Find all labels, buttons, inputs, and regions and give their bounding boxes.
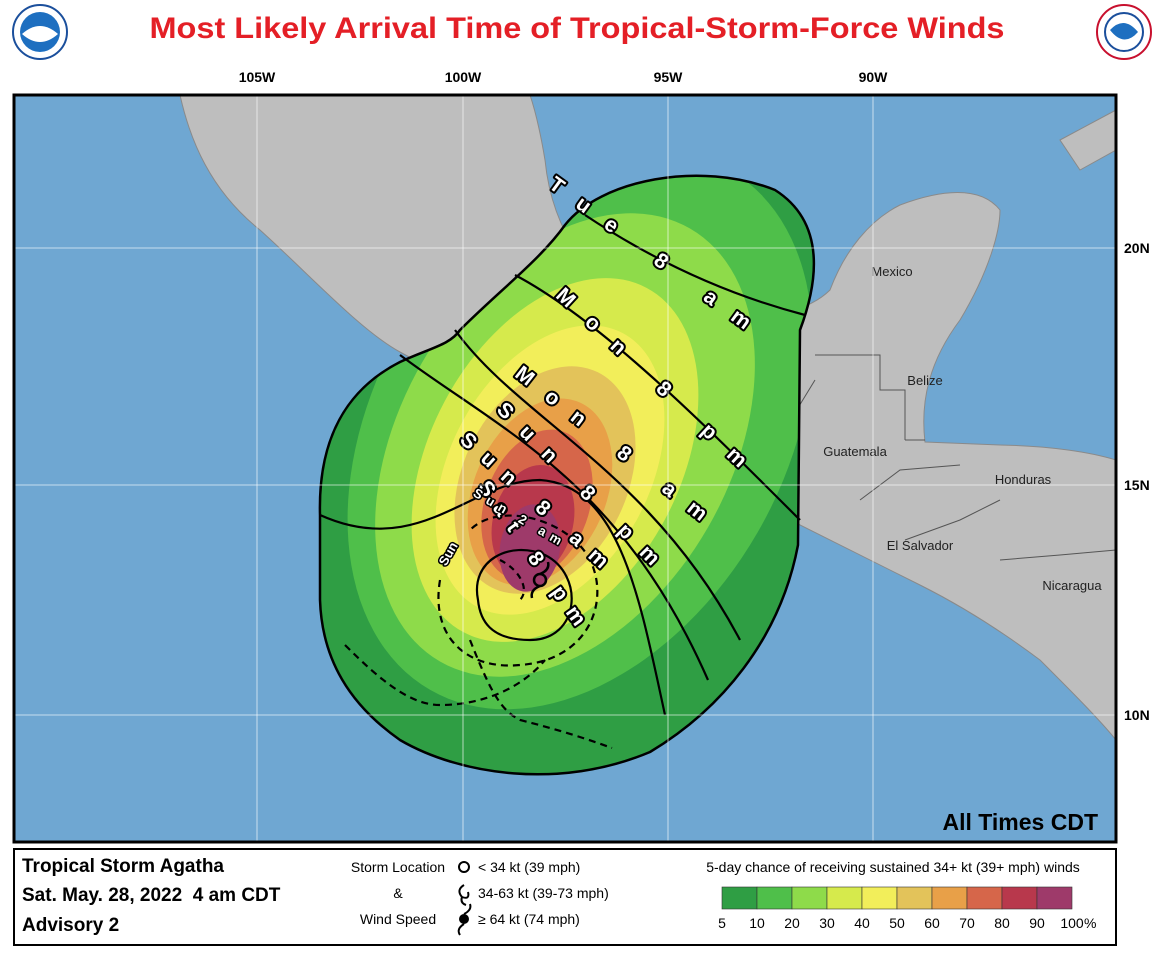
scale-label: 40 xyxy=(854,915,870,931)
scale-swatch xyxy=(1036,886,1073,910)
scale-label: 100 xyxy=(1060,915,1084,931)
location-title: Wind Speed xyxy=(360,911,436,927)
arrival-contour-dashed xyxy=(468,639,613,750)
latitude-label: 20N xyxy=(1124,240,1150,256)
longitude-label: 100W xyxy=(445,69,482,85)
noaa-logo xyxy=(12,4,68,60)
place-label: Mexico xyxy=(871,264,912,279)
arrival-contour xyxy=(319,478,667,716)
scale-label: 5 xyxy=(718,915,726,931)
time-note: All Times CDT xyxy=(943,809,1099,835)
location-item: 34-63 kt (39-73 mph) xyxy=(478,885,609,901)
symbol-hurricane xyxy=(457,903,472,936)
scale-label: 50 xyxy=(889,915,905,931)
arrival-contour-dashed xyxy=(344,644,546,707)
scale-swatch xyxy=(896,886,933,910)
scale-swatch xyxy=(966,886,1003,910)
land xyxy=(1059,109,1116,171)
place-label: El Salvador xyxy=(887,538,954,553)
scale-label: 30 xyxy=(819,915,835,931)
scale-label: 70 xyxy=(959,915,975,931)
scale-label: 80 xyxy=(994,915,1010,931)
color-scale: 5 10 20 30 40 50 60 70 80 90 100% xyxy=(718,886,1096,931)
storm-marker xyxy=(530,561,550,599)
arrival-contour-dashed xyxy=(437,514,599,667)
scale-title: 5-day chance of receiving sustained 34+ … xyxy=(706,859,1080,875)
scale-swatch xyxy=(756,886,793,910)
legend: Tropical Storm Agatha Sat. May. 28, 2022… xyxy=(13,848,1117,946)
arrival-contour xyxy=(475,548,573,642)
scale-unit: % xyxy=(1084,915,1096,931)
scale-label: 10 xyxy=(749,915,765,931)
arrival-contour xyxy=(399,354,710,681)
location-title: & xyxy=(393,885,403,901)
map-frame xyxy=(12,93,1118,844)
symbol-storm xyxy=(458,884,470,906)
arrival-contour xyxy=(454,329,741,641)
location-item: < 34 kt (39 mph) xyxy=(478,859,580,875)
symbol-weak xyxy=(458,861,470,873)
location-title: Storm Location xyxy=(351,859,445,875)
nws-logo xyxy=(1096,4,1152,60)
scale-swatch xyxy=(931,886,968,910)
arrival-contour xyxy=(584,214,806,317)
scale-label: 90 xyxy=(1029,915,1045,931)
storm-date: Sat. May. 28, 2022 4 am CDT xyxy=(22,885,281,906)
scale-swatch xyxy=(1001,886,1038,910)
scale-swatch xyxy=(721,886,758,910)
scale-label: 20 xyxy=(784,915,800,931)
place-label: Guatemala xyxy=(823,444,887,459)
place-label: Nicaragua xyxy=(1042,578,1102,593)
storm-name: Tropical Storm Agatha xyxy=(22,856,224,877)
place-label: Belize xyxy=(907,373,942,388)
scale-label: 60 xyxy=(924,915,940,931)
scale-swatch xyxy=(861,886,898,910)
longitude-label: 95W xyxy=(654,69,684,85)
location-item: ≥ 64 kt (74 mph) xyxy=(478,911,580,927)
scale-swatch xyxy=(791,886,828,910)
longitude-label: 90W xyxy=(859,69,889,85)
longitude-label: 105W xyxy=(239,69,276,85)
title: Most Likely Arrival Time of Tropical-Sto… xyxy=(150,12,1005,45)
arrival-contour xyxy=(514,274,801,521)
advisory: Advisory 2 xyxy=(22,915,119,936)
latitude-label: 15N xyxy=(1124,477,1150,493)
latitude-label: 10N xyxy=(1124,707,1150,723)
symbol-hurricane xyxy=(459,914,469,924)
scale-swatch xyxy=(826,886,863,910)
arrival-contour-dashed xyxy=(499,559,526,601)
place-label: Honduras xyxy=(995,472,1052,487)
